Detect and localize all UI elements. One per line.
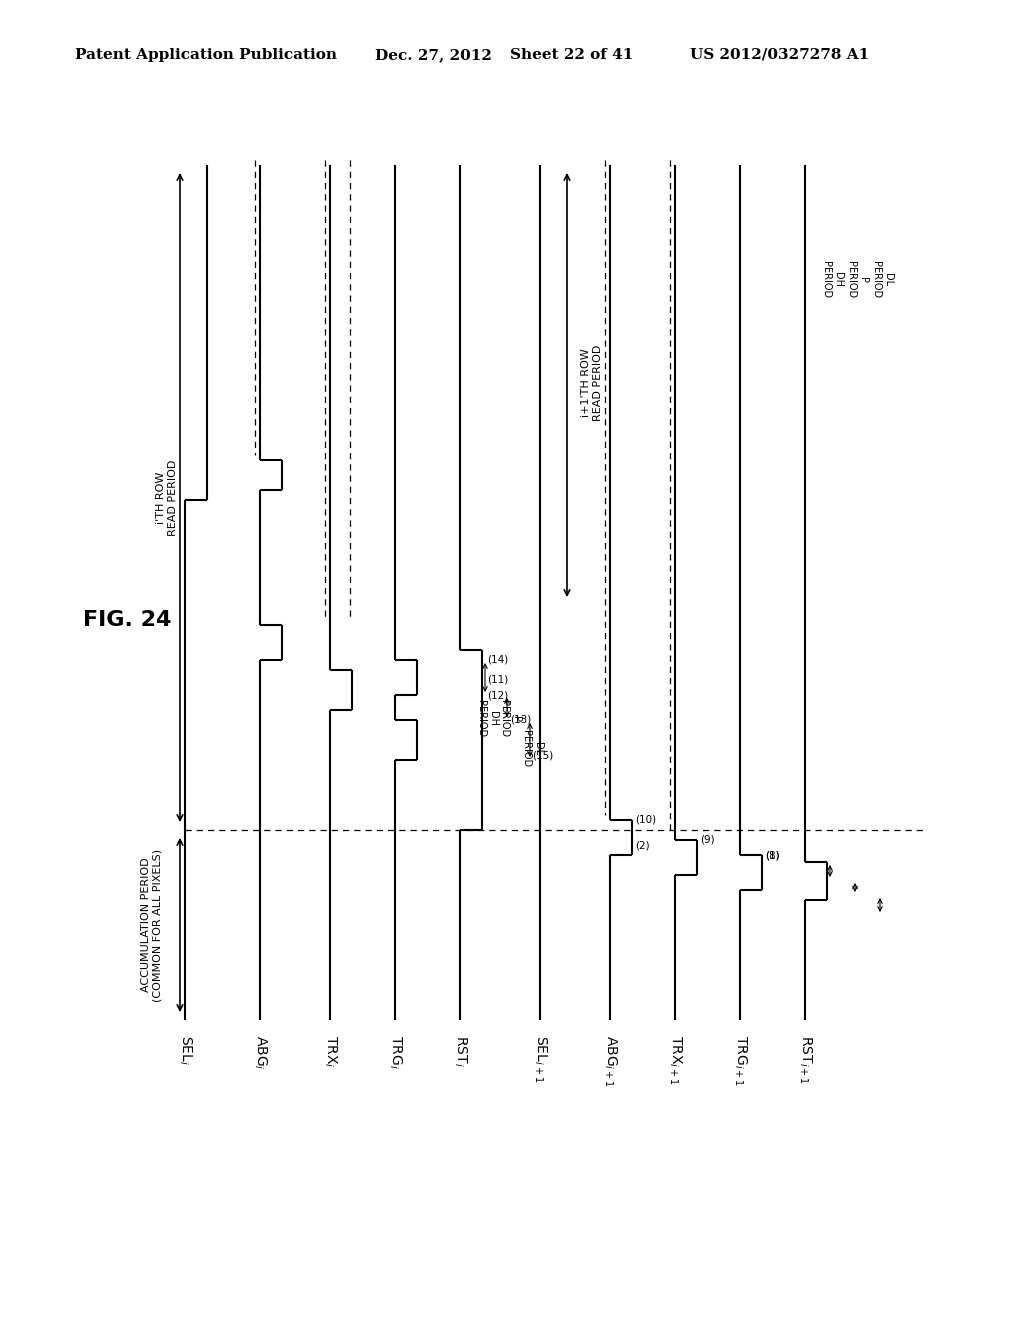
Text: i+1'TH ROW
READ PERIOD: i+1'TH ROW READ PERIOD [582, 345, 603, 421]
Text: Sheet 22 of 41: Sheet 22 of 41 [510, 48, 634, 62]
Text: SEL$_i$: SEL$_i$ [177, 1035, 194, 1065]
Text: TRG$_i$: TRG$_i$ [387, 1035, 403, 1069]
Text: i'TH ROW
READ PERIOD: i'TH ROW READ PERIOD [157, 459, 178, 536]
Text: (9): (9) [700, 836, 715, 845]
Text: (15): (15) [532, 750, 553, 760]
Text: DH
PERIOD: DH PERIOD [821, 261, 843, 298]
Text: US 2012/0327278 A1: US 2012/0327278 A1 [690, 48, 869, 62]
Text: FIG. 24: FIG. 24 [83, 610, 171, 630]
Text: Dec. 27, 2012: Dec. 27, 2012 [375, 48, 492, 62]
Text: SEL$_{i+1}$: SEL$_{i+1}$ [531, 1035, 548, 1082]
Text: ABG$_{i+1}$: ABG$_{i+1}$ [602, 1035, 618, 1086]
Text: (12): (12) [487, 690, 508, 700]
Text: (10): (10) [635, 814, 656, 825]
Text: ACCUMULATION PERIOD
(COMMON FOR ALL PIXELS): ACCUMULATION PERIOD (COMMON FOR ALL PIXE… [141, 849, 163, 1002]
Text: DL
PERIOD: DL PERIOD [871, 261, 893, 298]
Text: RST$_{i+1}$: RST$_{i+1}$ [797, 1035, 813, 1084]
Text: (13): (13) [510, 715, 531, 725]
Text: Patent Application Publication: Patent Application Publication [75, 48, 337, 62]
Text: ABG$_i$: ABG$_i$ [252, 1035, 268, 1069]
Text: RST$_i$: RST$_i$ [452, 1035, 468, 1067]
Text: (11): (11) [487, 675, 508, 685]
Text: (14): (14) [487, 655, 508, 665]
Text: (8): (8) [765, 850, 779, 861]
Text: TRX$_{i+1}$: TRX$_{i+1}$ [667, 1035, 683, 1085]
Text: P
PERIOD: P PERIOD [846, 261, 867, 298]
Text: DH
PERIOD: DH PERIOD [476, 700, 498, 737]
Text: (2): (2) [635, 840, 649, 850]
Text: (1): (1) [765, 850, 779, 861]
Text: TRX$_i$: TRX$_i$ [322, 1035, 338, 1068]
Text: DL
PERIOD: DL PERIOD [521, 730, 543, 767]
Text: P
PERIOD: P PERIOD [500, 700, 521, 737]
Text: TRG$_{i+1}$: TRG$_{i+1}$ [732, 1035, 749, 1086]
